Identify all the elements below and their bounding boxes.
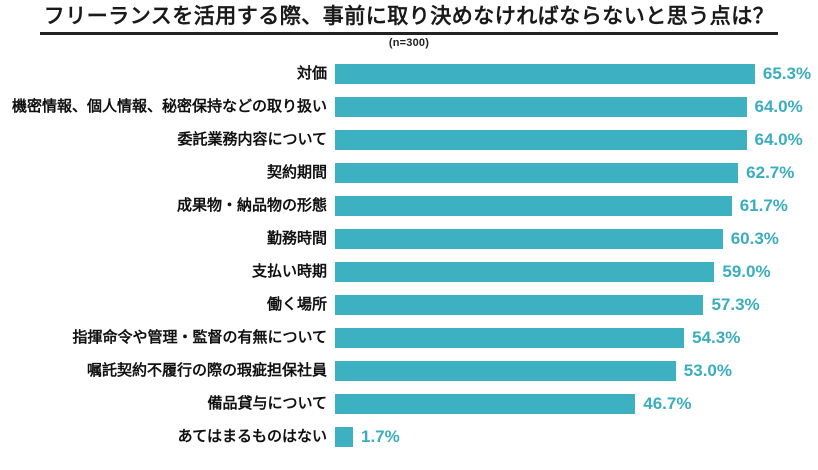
bar-track: 64.0% — [335, 97, 818, 118]
bar-track: 46.7% — [335, 394, 818, 415]
bar — [335, 361, 676, 382]
bar — [335, 64, 755, 85]
bar-track: 64.0% — [335, 130, 818, 151]
bar-value-label: 61.7% — [739, 196, 788, 216]
bar-value-label: 65.3% — [762, 64, 812, 84]
bar-value-label: 53.0% — [683, 361, 732, 381]
bar-track: 53.0% — [335, 361, 818, 382]
bar-category-label: 備品貸与について — [207, 395, 327, 413]
bar-track: 62.7% — [335, 163, 818, 184]
bar-row: 勤務時間 60.3% — [0, 229, 818, 250]
bar-category-label: 嘱託契約不履行の際の瑕疵担保社員 — [86, 362, 327, 380]
bar-track: 61.7% — [335, 196, 818, 217]
bar-row: 支払い時期 59.0% — [0, 262, 818, 283]
bar — [335, 262, 715, 283]
chart-header: フリーランスを活用する際、事前に取り決めなければならないと思う点は？ (n=30… — [0, 0, 818, 49]
bar-row: 嘱託契約不履行の際の瑕疵担保社員 53.0% — [0, 361, 818, 382]
bar-row: 契約期間 62.7% — [0, 163, 818, 184]
bar-row: 委託業務内容について 64.0% — [0, 130, 818, 151]
bar-value-label: 64.0% — [754, 130, 803, 150]
bar-category-label: 指揮命令や管理・監督の有無について — [72, 329, 327, 347]
bar-track: 60.3% — [335, 229, 818, 250]
bar — [335, 229, 723, 250]
bar-value-label: 64.0% — [754, 97, 803, 117]
bar-value-label: 62.7% — [746, 163, 795, 183]
bar-value-label: 59.0% — [722, 262, 771, 282]
bar-value-label: 1.7% — [361, 427, 400, 447]
bar-row: 備品貸与について 46.7% — [0, 394, 818, 415]
bar-value-label: 54.3% — [692, 328, 741, 348]
bar-track: 1.7% — [335, 427, 818, 448]
bar — [335, 295, 704, 316]
bar-row: 成果物・納品物の形態 61.7% — [0, 196, 818, 217]
bar-value-label: 60.3% — [730, 229, 779, 249]
bar-row: あてはまるものはない 1.7% — [0, 427, 818, 448]
bar-category-label: 支払い時期 — [251, 263, 327, 281]
bar-track: 54.3% — [335, 328, 818, 349]
bar — [335, 394, 636, 415]
bar-category-label: 委託業務内容について — [177, 131, 327, 149]
bar — [335, 196, 732, 217]
bar-category-label: 対価 — [296, 65, 327, 83]
bar — [335, 427, 353, 448]
bar-row: 指揮命令や管理・監督の有無について 54.3% — [0, 328, 818, 349]
bar-row: 対価 65.3% — [0, 64, 818, 85]
bar — [335, 130, 747, 151]
bar — [335, 328, 685, 349]
bar-category-label: 働く場所 — [266, 296, 327, 314]
bar-value-label: 46.7% — [643, 394, 692, 414]
bar-category-label: 成果物・納品物の形態 — [176, 197, 327, 215]
bar — [335, 163, 739, 184]
bar-row: 働く場所 57.3% — [0, 295, 818, 316]
bar-value-label: 57.3% — [711, 295, 760, 315]
bar-chart: 対価 65.3% 機密情報、個人情報、秘密保持などの取り扱い 64.0% 委託業務内容に… — [0, 64, 818, 448]
sample-size-label: (n=300) — [388, 37, 430, 50]
bar-row: 機密情報、個人情報、秘密保持などの取り扱い 64.0% — [0, 97, 818, 118]
bar-track: 57.3% — [335, 295, 818, 316]
bar-category-label: あてはまるものはない — [177, 428, 327, 446]
bar-category-label: 勤務時間 — [266, 230, 327, 248]
chart-title: フリーランスを活用する際、事前に取り決めなければならないと思う点は？ — [39, 4, 779, 36]
bar-category-label: 契約期間 — [266, 164, 327, 182]
bar-track: 59.0% — [335, 262, 818, 283]
bar-category-label: 機密情報、個人情報、秘密保持などの取り扱い — [11, 98, 327, 116]
bar — [335, 97, 747, 118]
bar-track: 65.3% — [335, 64, 818, 85]
